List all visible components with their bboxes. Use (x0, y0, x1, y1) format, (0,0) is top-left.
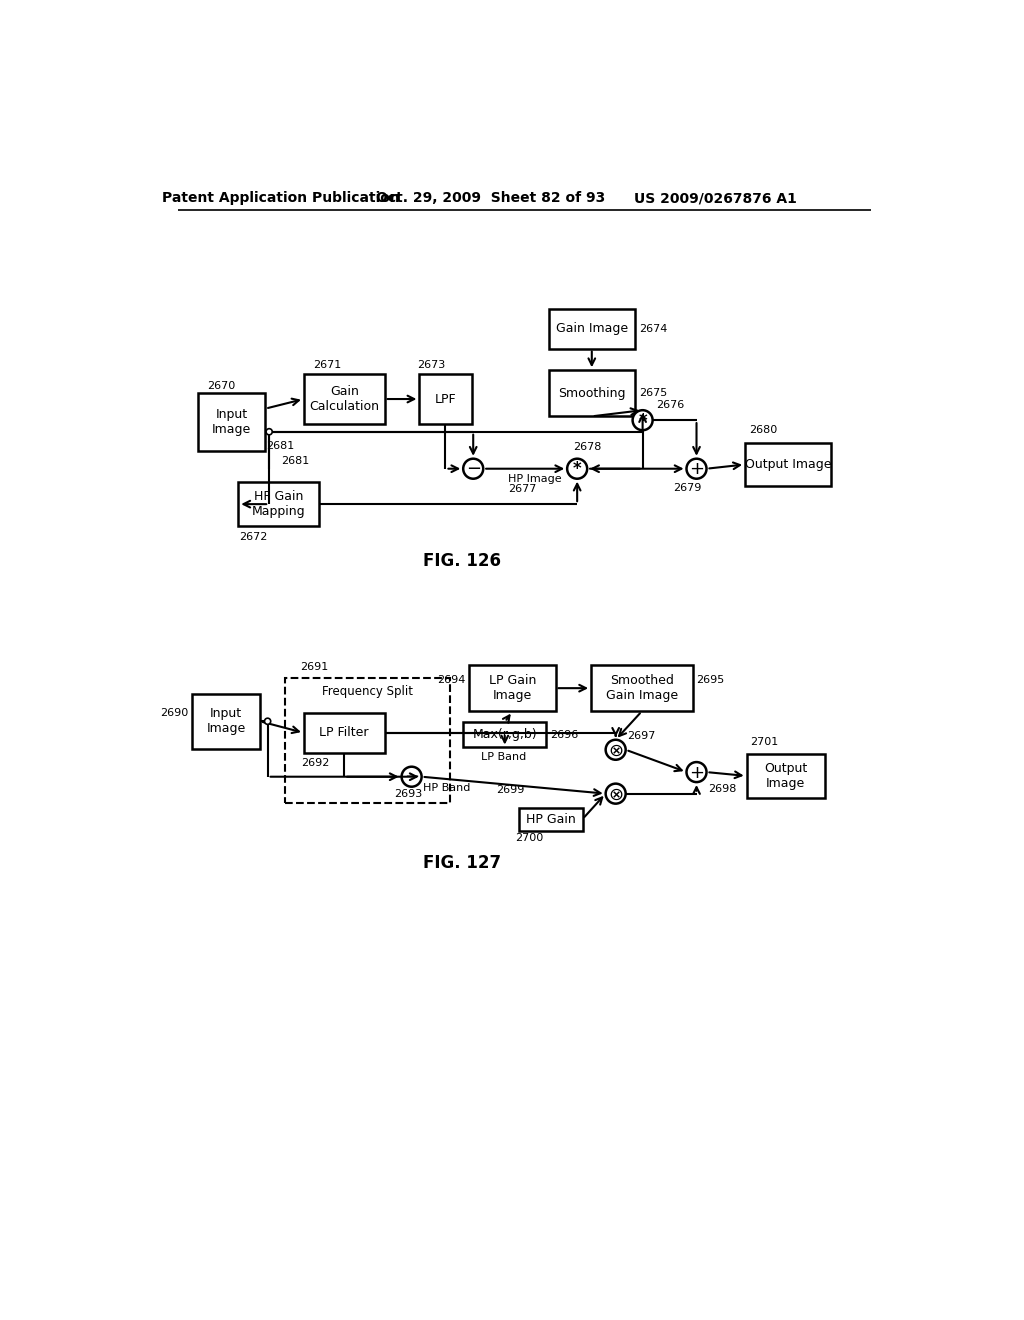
Text: 2671: 2671 (312, 360, 341, 370)
Text: HP Band: HP Band (423, 783, 471, 793)
Text: 2679: 2679 (673, 483, 701, 492)
Text: 2700: 2700 (515, 833, 544, 843)
Text: 2674: 2674 (639, 323, 667, 334)
Text: Max(r,g,b): Max(r,g,b) (472, 729, 538, 742)
Text: HP Gain: HP Gain (526, 813, 575, 825)
Text: Gain
Calculation: Gain Calculation (309, 385, 379, 413)
Bar (469, 665, 556, 711)
Text: 2697: 2697 (628, 731, 655, 741)
Text: +: + (689, 764, 705, 781)
Text: 2670: 2670 (208, 381, 236, 391)
Text: Output
Image: Output Image (764, 762, 808, 789)
Text: Input
Image: Input Image (207, 708, 246, 735)
Text: 2692: 2692 (301, 758, 330, 768)
Text: 2676: 2676 (656, 400, 685, 409)
Text: 2678: 2678 (573, 442, 602, 453)
Text: −: − (466, 461, 481, 478)
Bar (193, 693, 260, 748)
Text: LP Gain
Image: LP Gain Image (488, 675, 537, 702)
Text: 2696: 2696 (550, 730, 579, 739)
Text: *: * (638, 412, 647, 430)
Circle shape (567, 459, 587, 479)
Circle shape (605, 739, 626, 760)
Text: *: * (572, 461, 582, 478)
Circle shape (605, 784, 626, 804)
Text: Smoothed
Gain Image: Smoothed Gain Image (606, 675, 678, 702)
Text: HF Gain
Mapping: HF Gain Mapping (252, 490, 305, 519)
Text: ⊗: ⊗ (608, 742, 624, 759)
Text: 2694: 2694 (437, 676, 466, 685)
Bar (549, 309, 635, 348)
Bar (304, 713, 385, 752)
Text: 2681: 2681 (281, 455, 309, 466)
Circle shape (401, 767, 422, 787)
Text: 2693: 2693 (393, 788, 422, 799)
Text: −: − (404, 768, 419, 787)
Text: 2681: 2681 (266, 441, 295, 450)
Text: 2690: 2690 (160, 708, 188, 718)
Text: LP Band: LP Band (481, 751, 526, 762)
Text: 2698: 2698 (708, 784, 736, 795)
Bar (519, 808, 583, 830)
Text: 2677: 2677 (508, 484, 537, 495)
Text: 2699: 2699 (497, 785, 524, 795)
Text: LPF: LPF (434, 392, 457, 405)
Text: Output Image: Output Image (744, 458, 831, 471)
Bar (746, 754, 825, 799)
Bar (463, 722, 547, 747)
Text: Input
Image: Input Image (212, 408, 251, 436)
Bar (304, 374, 385, 424)
Bar (419, 374, 472, 424)
Bar (591, 665, 692, 711)
Text: 2680: 2680 (749, 425, 777, 436)
Text: 2701: 2701 (751, 737, 778, 747)
Circle shape (463, 459, 483, 479)
Circle shape (264, 718, 270, 725)
Bar (285, 678, 451, 803)
Text: LP Filter: LP Filter (319, 726, 369, 739)
Text: 2675: 2675 (639, 388, 667, 399)
Text: Gain Image: Gain Image (556, 322, 628, 335)
Text: Smoothing: Smoothing (558, 387, 626, 400)
Circle shape (686, 459, 707, 479)
Text: US 2009/0267876 A1: US 2009/0267876 A1 (634, 191, 798, 206)
Circle shape (266, 429, 272, 434)
Text: HP Image: HP Image (508, 474, 561, 484)
Text: 2673: 2673 (417, 360, 445, 370)
Text: 2672: 2672 (240, 532, 268, 543)
Bar (745, 444, 831, 486)
Bar (198, 393, 265, 451)
Text: +: + (689, 461, 705, 478)
Text: 2695: 2695 (696, 676, 725, 685)
Text: Frequency Split: Frequency Split (322, 685, 413, 698)
Bar (239, 482, 319, 527)
Text: FIG. 127: FIG. 127 (423, 854, 501, 873)
Bar (549, 370, 635, 416)
Text: Patent Application Publication: Patent Application Publication (162, 191, 399, 206)
Text: 2691: 2691 (300, 663, 329, 672)
Text: FIG. 126: FIG. 126 (423, 552, 501, 570)
Circle shape (633, 411, 652, 430)
Circle shape (686, 762, 707, 781)
Text: Oct. 29, 2009  Sheet 82 of 93: Oct. 29, 2009 Sheet 82 of 93 (376, 191, 605, 206)
Text: ⊗: ⊗ (608, 785, 624, 804)
